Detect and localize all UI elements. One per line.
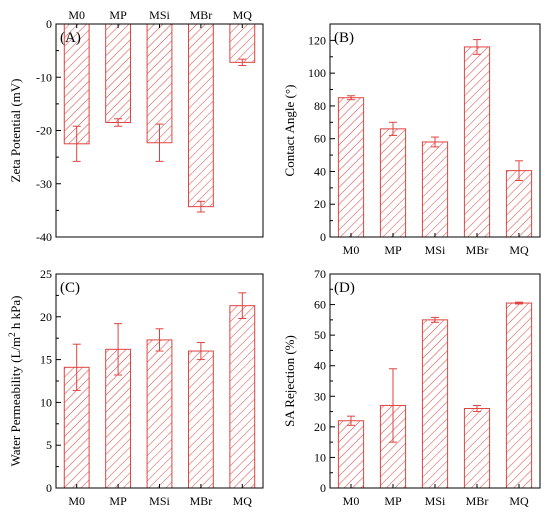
category-label: M0 [68, 8, 85, 22]
category-label: MP [109, 494, 127, 508]
bar-m0 [337, 97, 365, 238]
y-tick-label: 5 [46, 438, 52, 452]
y-tick-label: 20 [314, 420, 326, 434]
y-tick-label: 30 [314, 389, 326, 403]
y-tick-label: 120 [308, 33, 326, 47]
y-tick-label: 60 [314, 298, 326, 312]
y-tick-label: 40 [314, 164, 326, 178]
category-label: MP [109, 8, 127, 22]
category-label: MQ [233, 8, 253, 22]
category-label: MBr [190, 494, 213, 508]
y-tick-label: -20 [36, 124, 52, 138]
y-tick-label: 0 [46, 481, 52, 495]
y-tick-label: -40 [36, 230, 52, 244]
bar-mq [505, 302, 533, 489]
category-label: MSi [149, 8, 170, 22]
category-label: MQ [509, 243, 529, 257]
bar-m0 [63, 23, 90, 145]
panel-label: (A) [60, 30, 81, 46]
bar-msi [421, 141, 449, 238]
bar-mbr [463, 408, 491, 489]
category-label: MQ [509, 494, 529, 508]
category-label: M0 [68, 494, 85, 508]
y-tick-label: 80 [314, 99, 326, 113]
y-tick-label: 0 [320, 230, 326, 244]
y-tick-label: 10 [314, 450, 326, 464]
category-label: M0 [343, 243, 360, 257]
y-tick-label: 20 [314, 197, 326, 211]
bar-mp [379, 128, 407, 238]
y-axis-label: SA Rejection (%) [282, 335, 297, 427]
y-tick-label: 50 [314, 328, 326, 342]
category-label: MSi [425, 494, 446, 508]
y-tick-label: -10 [36, 70, 52, 84]
panel-label: (C) [60, 280, 80, 296]
y-tick-label: 25 [40, 267, 52, 281]
chart-panel-1: M0 MP MSi MBr MQ 0 -10 -20 -30 -40 (A) Zeta Potenti… [8, 8, 264, 244]
y-tick-label: 40 [314, 359, 326, 373]
chart-panel-3: M0 MP MSi MBr MQ 0 5 10 15 20 25 (C) Water Permeabil… [7, 267, 264, 508]
category-label: MP [384, 494, 402, 508]
bar-mq [505, 170, 533, 238]
y-axis-label: Contact Angle (°) [282, 85, 297, 177]
chart-panel-4: M0 MP MSi MBr MQ 0 10 20 30 40 50 60 70 (D) SA Rejecti… [282, 267, 541, 508]
y-axis-label: Water Permeability (L/m2 h kPa) [7, 296, 23, 467]
category-label: M0 [343, 494, 360, 508]
category-label: MBr [190, 8, 213, 22]
bar-msi [421, 319, 449, 489]
bar-mp [105, 23, 132, 124]
category-label: MBr [466, 494, 489, 508]
y-tick-label: 70 [314, 267, 326, 281]
y-tick-label: 0 [320, 481, 326, 495]
y-tick-label: 100 [308, 66, 326, 80]
y-axis-label: Zeta Potential (mV) [8, 79, 23, 183]
bar-mq [229, 305, 256, 489]
panel-label: (B) [334, 30, 354, 46]
y-tick-label: 60 [314, 132, 326, 146]
bar-mbr [463, 46, 491, 238]
bar-m0 [337, 420, 365, 489]
y-tick-label: -30 [36, 177, 52, 191]
bar-mbr [187, 350, 214, 489]
panel-label: (D) [334, 280, 355, 296]
y-tick-label: 0 [46, 17, 52, 31]
category-label: MBr [466, 243, 489, 257]
bar-msi [146, 339, 173, 489]
category-label: MQ [233, 494, 253, 508]
y-tick-label: 10 [40, 395, 52, 409]
chart-panel-2: M0 MP MSi MBr MQ 0 20 40 60 80 100 120 (B) Contact An… [282, 23, 541, 257]
category-label: MP [384, 243, 402, 257]
category-label: MSi [149, 494, 170, 508]
y-tick-label: 20 [40, 310, 52, 324]
bar-mq [229, 23, 256, 63]
y-tick-label: 15 [40, 353, 52, 367]
bar-mbr [187, 23, 214, 208]
plot-frame [329, 23, 541, 238]
category-label: MSi [425, 243, 446, 257]
